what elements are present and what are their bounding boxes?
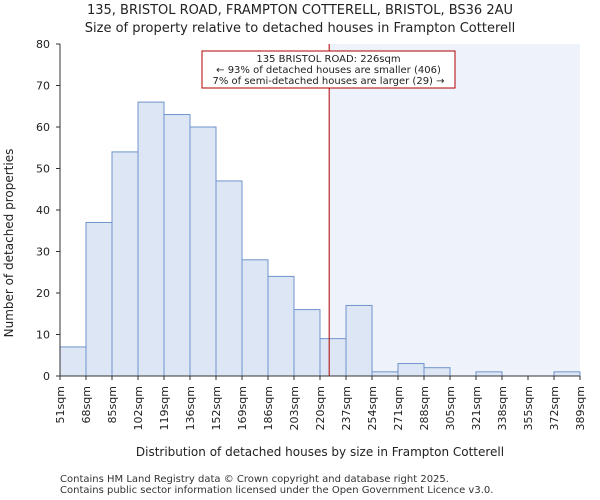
annotation-box bbox=[201, 50, 456, 89]
footer-line-2: Contains public sector information licen… bbox=[60, 485, 494, 496]
y-tick-label: 60 bbox=[36, 121, 50, 134]
annotation-line-1: 135 BRISTOL ROAD: 226sqm bbox=[256, 54, 400, 65]
histogram-bar bbox=[241, 259, 269, 377]
x-tick-label: 389sqm bbox=[574, 386, 587, 430]
y-tick-label: 30 bbox=[36, 246, 50, 259]
histogram-bar bbox=[215, 180, 243, 377]
histogram-bar bbox=[85, 221, 113, 377]
x-tick-label: 271sqm bbox=[392, 386, 405, 430]
y-tick-label: 50 bbox=[36, 163, 50, 176]
annotation-line-3: 7% of semi-detached houses are larger (2… bbox=[212, 76, 444, 87]
footer-line-1: Contains HM Land Registry data © Crown c… bbox=[60, 474, 449, 485]
x-tick-label: 355sqm bbox=[522, 386, 535, 430]
x-tick-label: 338sqm bbox=[496, 386, 509, 430]
histogram-bar bbox=[293, 309, 321, 377]
histogram-bar bbox=[137, 101, 165, 377]
x-tick-label: 321sqm bbox=[470, 386, 483, 430]
x-tick-label: 305sqm bbox=[444, 386, 457, 430]
y-axis-label: Number of detached properties bbox=[2, 149, 16, 338]
x-tick-label: 220sqm bbox=[314, 386, 327, 430]
y-tick-label: 80 bbox=[36, 38, 50, 51]
histogram-bar bbox=[371, 371, 399, 377]
x-tick-label: 85sqm bbox=[106, 386, 119, 423]
histogram-bar bbox=[267, 275, 295, 377]
x-axis-label: Distribution of detached houses by size … bbox=[136, 445, 504, 459]
y-tick-label: 70 bbox=[36, 80, 50, 93]
y-tick-label: 10 bbox=[36, 329, 50, 342]
histogram-bar bbox=[397, 363, 425, 377]
annotation-line-2: ← 93% of detached houses are smaller (40… bbox=[216, 65, 441, 76]
histogram-bar bbox=[189, 126, 217, 377]
chart-title: 135, BRISTOL ROAD, FRAMPTON COTTERELL, B… bbox=[86, 3, 514, 18]
x-tick-label: 254sqm bbox=[366, 386, 379, 430]
chart-subtitle: Size of property relative to detached ho… bbox=[84, 21, 516, 36]
histogram-bar bbox=[345, 304, 373, 377]
histogram-bar bbox=[319, 338, 347, 377]
histogram-bar bbox=[553, 371, 581, 377]
x-tick-label: 203sqm bbox=[288, 386, 301, 430]
x-tick-label: 102sqm bbox=[132, 386, 145, 430]
y-tick-label: 20 bbox=[36, 287, 50, 300]
x-tick-label: 68sqm bbox=[80, 386, 93, 423]
x-tick-label: 186sqm bbox=[262, 386, 275, 430]
x-tick-label: 372sqm bbox=[548, 386, 561, 430]
histogram-bar bbox=[111, 151, 139, 377]
y-tick-label: 40 bbox=[36, 204, 50, 217]
x-tick-label: 237sqm bbox=[340, 386, 353, 430]
histogram-bar bbox=[475, 371, 503, 377]
histogram-bar bbox=[423, 367, 451, 377]
y-tick-label: 0 bbox=[43, 370, 50, 383]
histogram-bar bbox=[59, 346, 87, 377]
x-tick-label: 51sqm bbox=[54, 386, 67, 423]
x-tick-label: 169sqm bbox=[236, 386, 249, 430]
x-tick-label: 119sqm bbox=[158, 386, 171, 430]
histogram-bar bbox=[163, 114, 191, 377]
x-tick-label: 136sqm bbox=[184, 386, 197, 430]
x-tick-label: 288sqm bbox=[418, 386, 431, 430]
x-tick-label: 152sqm bbox=[210, 386, 223, 430]
